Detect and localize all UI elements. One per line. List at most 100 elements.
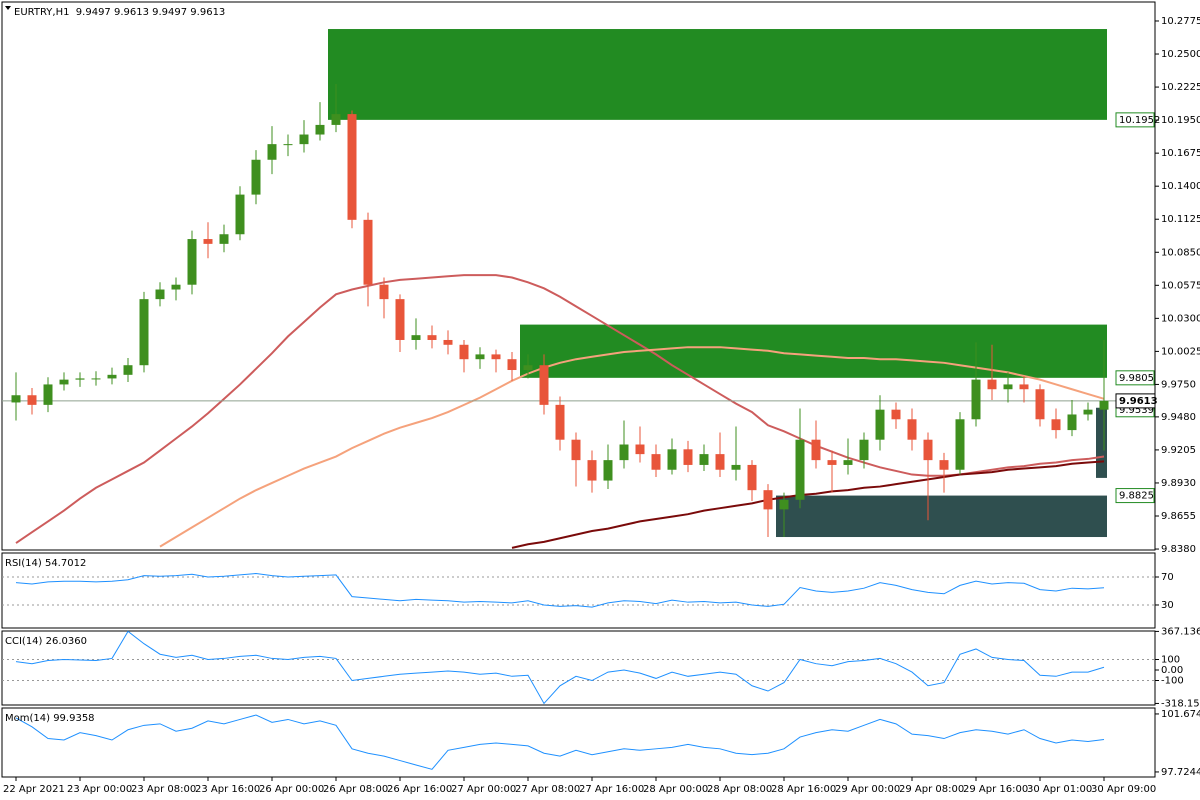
y-tick-label: 9.8655 — [1161, 511, 1196, 522]
candle-body — [171, 284, 181, 290]
x-tick-label: 30 Apr 09:00 — [1091, 784, 1156, 795]
candle-body — [619, 444, 629, 461]
candle-body — [507, 359, 517, 371]
panel-frame — [1, 1, 1156, 551]
x-tick-label: 22 Apr 2021 — [3, 784, 65, 795]
y-tick-label: 101.6748 — [1161, 709, 1200, 720]
candle-body — [811, 439, 821, 461]
candle-body — [91, 378, 101, 380]
indicator-line — [15, 630, 1105, 705]
candle-body — [683, 449, 693, 465]
candle-body — [251, 159, 261, 195]
x-tick-label: 27 Apr 00:00 — [451, 784, 516, 795]
panel-frame — [1, 707, 1156, 778]
candle-body — [747, 464, 757, 491]
zone — [328, 29, 1107, 120]
price-level-label: 9.9539 — [1119, 405, 1154, 416]
y-tick-label: 9.9750 — [1161, 379, 1196, 390]
y-tick-label: 10.0850 — [1161, 247, 1200, 258]
candle-body — [635, 444, 645, 455]
candle-body — [11, 395, 21, 403]
x-tick-label: 30 Apr 01:00 — [1027, 784, 1092, 795]
candle-body — [395, 299, 405, 340]
candle-body — [651, 454, 661, 470]
candle-body — [315, 124, 325, 135]
candle-body — [139, 299, 149, 366]
candle-body — [523, 365, 533, 371]
x-tick-label: 23 Apr 16:00 — [195, 784, 260, 795]
candle-body — [267, 144, 277, 160]
candle-body — [491, 354, 501, 360]
indicator-line — [15, 572, 1105, 608]
x-tick-label: 29 Apr 16:00 — [963, 784, 1028, 795]
candle-body — [795, 439, 805, 500]
price-level-box — [1115, 370, 1155, 386]
indicator-line — [159, 346, 1105, 548]
zone — [520, 324, 1107, 378]
candle-body — [235, 194, 245, 235]
candle-body — [539, 365, 549, 405]
price-level-label: 9.8825 — [1119, 491, 1154, 502]
candle-body — [459, 344, 469, 360]
candle-body — [715, 454, 725, 470]
x-tick-label: 27 Apr 16:00 — [579, 784, 644, 795]
price-level-label: 10.1952 — [1119, 115, 1160, 126]
x-tick-label: 28 Apr 00:00 — [643, 784, 708, 795]
x-tick-label: 23 Apr 00:00 — [67, 784, 132, 795]
candle-body — [667, 449, 677, 470]
candle-body — [923, 439, 933, 461]
candle-body — [219, 234, 229, 244]
candle-body — [875, 409, 885, 440]
y-tick-label: 30 — [1161, 600, 1174, 611]
y-tick-label: 10.1950 — [1161, 115, 1200, 126]
y-tick-label: 100 — [1161, 654, 1180, 665]
price-level-box — [1115, 112, 1155, 128]
candle-body — [1067, 414, 1077, 431]
candle-body — [203, 239, 213, 244]
candle-body — [475, 354, 485, 360]
zone — [776, 495, 1107, 538]
candle-body — [731, 464, 741, 470]
indicator-line — [511, 460, 1105, 549]
candle-body — [43, 384, 53, 405]
candle-body — [843, 460, 853, 465]
y-tick-label: 0.00 — [1161, 665, 1183, 676]
candle-body — [955, 419, 965, 470]
candle-body — [1019, 384, 1029, 390]
candle-body — [859, 439, 869, 461]
candle-body — [363, 219, 373, 285]
x-tick-label: 29 Apr 00:00 — [835, 784, 900, 795]
candle-body — [939, 460, 949, 470]
y-tick-label: 9.9480 — [1161, 412, 1196, 423]
panel-frame — [1, 630, 1156, 706]
indicator-line — [15, 714, 1105, 770]
x-tick-label: 23 Apr 08:00 — [131, 784, 196, 795]
last-price-box — [1115, 393, 1156, 409]
candle-body — [1051, 419, 1061, 431]
candle-body — [107, 374, 117, 379]
candle-body — [283, 144, 293, 146]
x-tick-label: 28 Apr 16:00 — [771, 784, 836, 795]
y-tick-label: 97.7244 — [1161, 767, 1200, 778]
candle-body — [187, 239, 197, 285]
candle-body — [1099, 400, 1109, 410]
x-tick-label: 26 Apr 16:00 — [387, 784, 452, 795]
y-tick-label: 70 — [1161, 572, 1174, 583]
last-price-label: 9.9613 — [1119, 396, 1158, 407]
y-tick-label: 9.8380 — [1161, 544, 1196, 555]
x-tick-label: 26 Apr 00:00 — [259, 784, 324, 795]
candle-body — [1083, 409, 1093, 415]
candle-body — [603, 460, 613, 481]
candle-body — [971, 379, 981, 420]
menu-arrow[interactable] — [5, 6, 11, 10]
zone — [1096, 407, 1107, 478]
candle-body — [123, 365, 133, 375]
candle-body — [427, 335, 437, 340]
x-tick-label: 26 Apr 08:00 — [323, 784, 388, 795]
y-tick-label: 10.2775 — [1161, 16, 1200, 27]
y-tick-label: -318.1568 — [1161, 698, 1200, 709]
candle-body — [587, 460, 597, 481]
panel-title: RSI(14) 54.7012 — [5, 558, 86, 569]
candle-body — [699, 454, 709, 465]
